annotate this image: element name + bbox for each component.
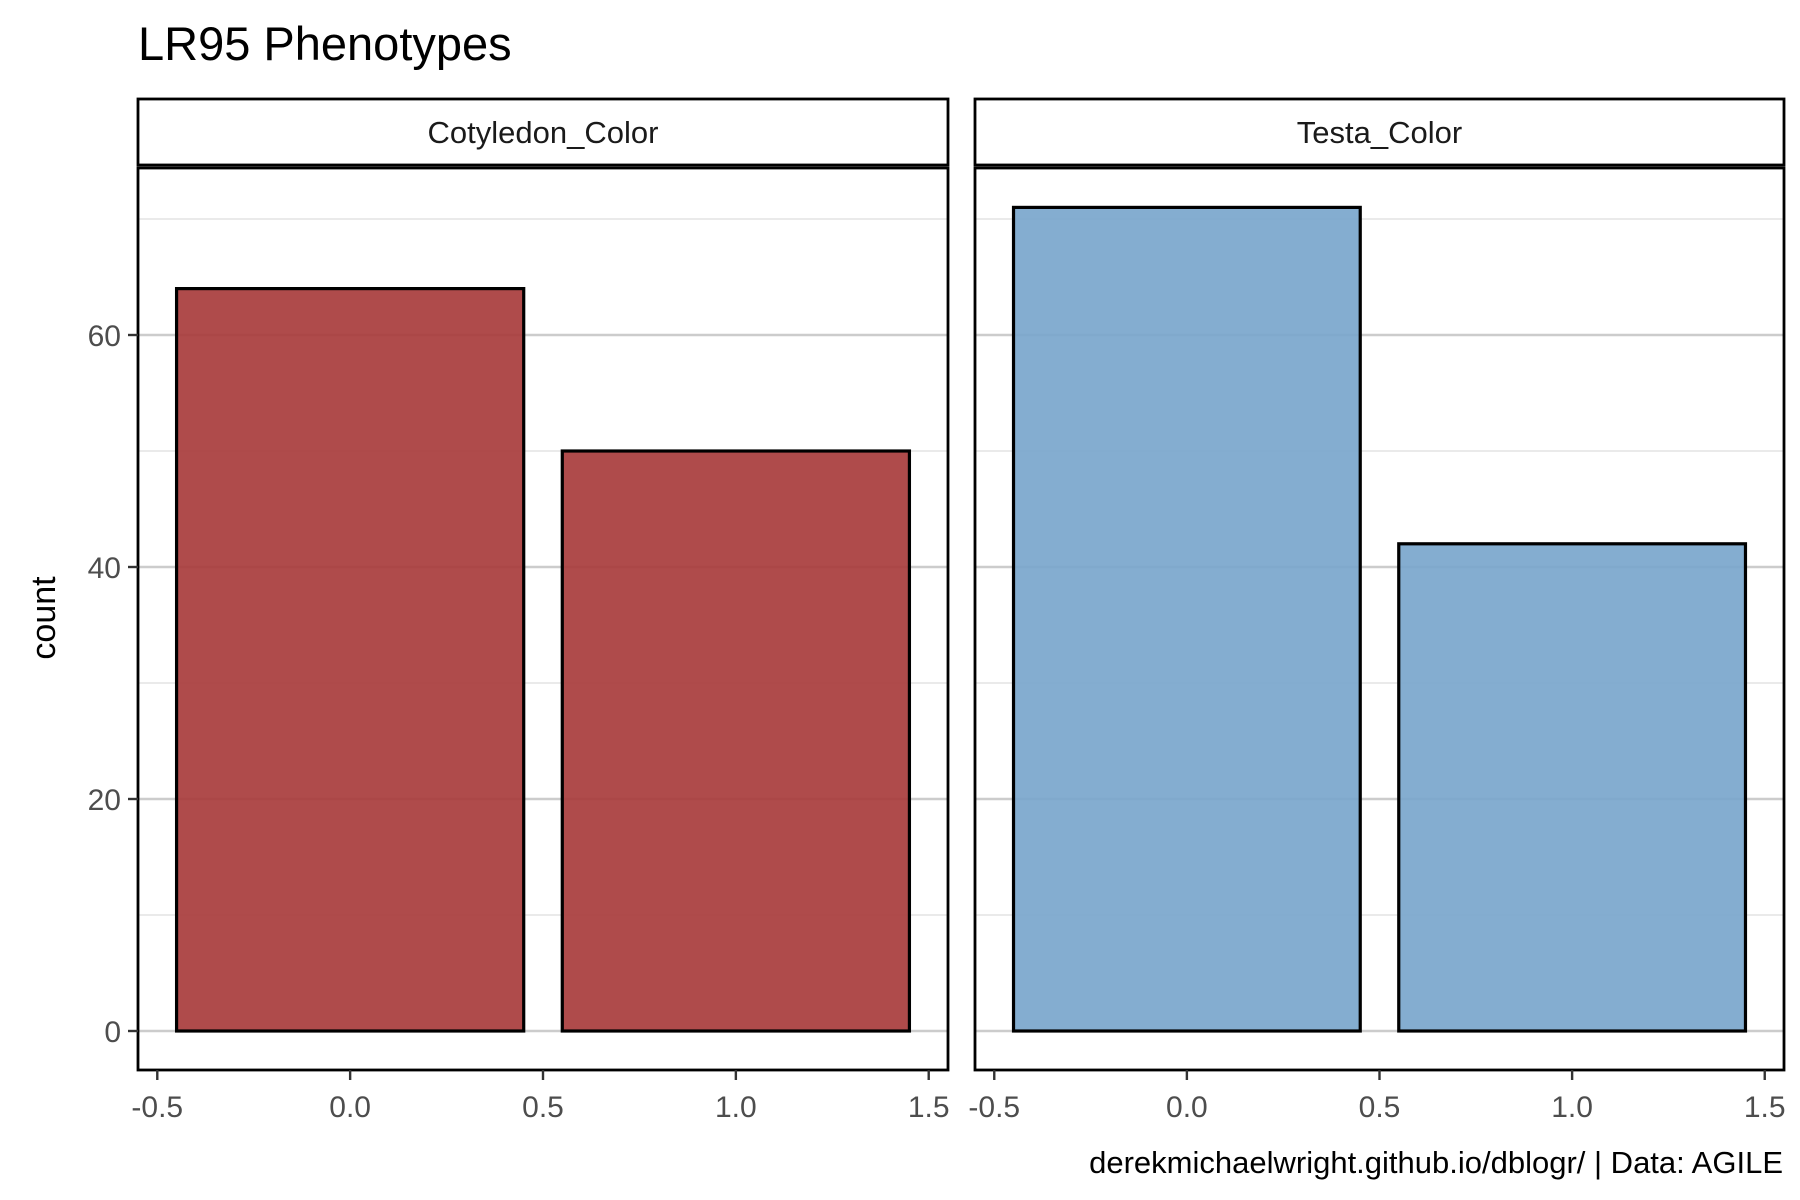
bar-cotyledon-color-1 (560, 449, 912, 1033)
y-tick-label: 20 (88, 784, 121, 817)
facet-strip (973, 97, 1786, 167)
facet-strip (136, 97, 950, 167)
x-tick-label: 0.5 (522, 1091, 564, 1124)
chart-title: LR95 Phenotypes (138, 17, 512, 70)
x-tick-label: 0.5 (1359, 1091, 1401, 1124)
x-tick-label: 0.0 (329, 1091, 371, 1124)
x-tick-label: 1.5 (1744, 1091, 1786, 1124)
facet-panel-2: Testa_Color -0.5 0.0 0.5 1.0 1.5 (968, 97, 1786, 1124)
bar-cotyledon-color-0 (174, 287, 526, 1033)
x-tick-label: 1.0 (715, 1091, 757, 1124)
x-tick-label: 1.5 (908, 1091, 950, 1124)
caption: derekmichaelwright.github.io/dblogr/ | D… (1089, 1145, 1783, 1180)
y-tick-label: 60 (88, 320, 121, 353)
y-axis-label: count (25, 576, 63, 660)
bar-testa-color-1 (1397, 542, 1748, 1033)
facet-strip-label: Cotyledon_Color (428, 115, 659, 150)
facet-panel-1: Cotyledon_Color -0.5 0.0 0.5 1.0 1.5 0 20 40 60 (88, 97, 950, 1124)
facet-strip-label: Testa_Color (1297, 115, 1462, 150)
x-tick-label: -0.5 (131, 1091, 183, 1124)
y-tick-label: 40 (88, 552, 121, 585)
x-tick-label: -0.5 (968, 1091, 1020, 1124)
x-tick-label: 1.0 (1551, 1091, 1593, 1124)
x-tick-label: 0.0 (1166, 1091, 1208, 1124)
y-tick-label: 0 (104, 1016, 121, 1049)
bar-testa-color-0 (1011, 205, 1362, 1033)
